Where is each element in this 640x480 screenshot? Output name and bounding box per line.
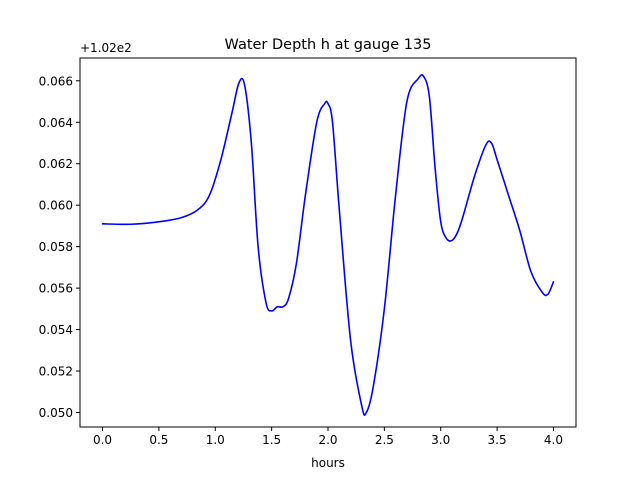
x-tick-label: 3.0 bbox=[431, 433, 450, 447]
y-tick-label: 0.062 bbox=[39, 157, 73, 171]
y-tick-label: 0.058 bbox=[39, 240, 73, 254]
x-tick-label: 0.5 bbox=[149, 433, 168, 447]
y-tick-label: 0.050 bbox=[39, 406, 73, 420]
chart-title: Water Depth h at gauge 135 bbox=[225, 37, 432, 53]
x-tick-label: 0.0 bbox=[93, 433, 112, 447]
y-tick-label: 0.064 bbox=[39, 116, 73, 130]
x-tick-label: 1.5 bbox=[262, 433, 281, 447]
x-axis: 0.0 0.5 1.0 1.5 2.0 2.5 3.0 3.5 4.0 bbox=[93, 427, 563, 447]
series-line bbox=[101, 74, 555, 416]
x-axis-label: hours bbox=[311, 456, 345, 470]
y-tick-label: 0.066 bbox=[39, 74, 73, 88]
x-tick-label: 3.5 bbox=[488, 433, 507, 447]
x-tick-label: 2.0 bbox=[318, 433, 337, 447]
y-tick-label: 0.052 bbox=[39, 365, 73, 379]
y-tick-label: 0.060 bbox=[39, 199, 73, 213]
x-tick-label: 4.0 bbox=[544, 433, 563, 447]
y-axis: 0.050 0.052 0.054 0.056 0.058 0.060 0.062 0.064… bbox=[39, 74, 80, 420]
x-tick-label: 1.0 bbox=[206, 433, 225, 447]
plot-area bbox=[101, 74, 555, 416]
y-tick-label: 0.054 bbox=[39, 323, 73, 337]
y-tick-label: 0.056 bbox=[39, 282, 73, 296]
x-tick-label: 2.5 bbox=[375, 433, 394, 447]
y-axis-offset-label: +1.02e2 bbox=[80, 41, 132, 55]
